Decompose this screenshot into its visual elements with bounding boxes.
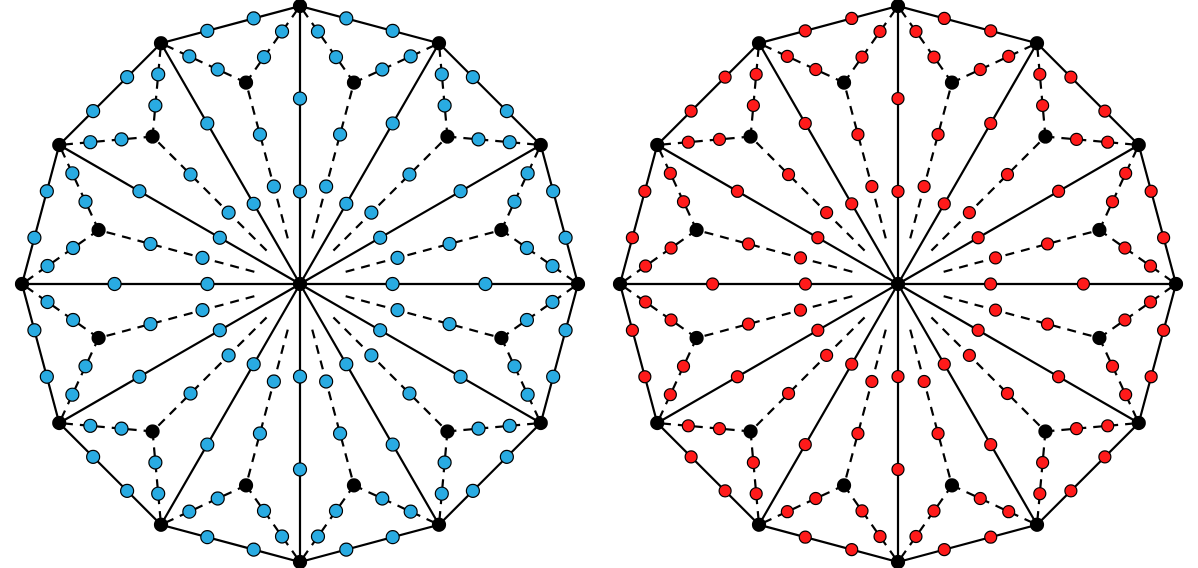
wheel-right	[614, 0, 1183, 568]
diagram-canvas	[0, 0, 1198, 568]
wheel-left	[16, 0, 585, 568]
